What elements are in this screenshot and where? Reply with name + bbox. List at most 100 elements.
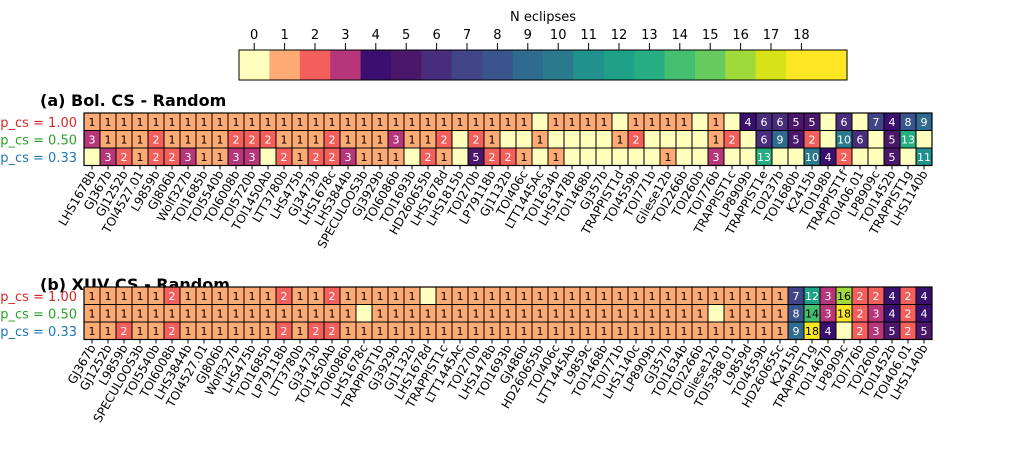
cell-value-label: 1 [329, 307, 336, 320]
cell-value-label: 2 [473, 133, 480, 146]
cell-value-label: 2 [809, 133, 816, 146]
heatmap-cell [739, 130, 757, 149]
cell-value-label: 2 [729, 133, 736, 146]
cell-value-label: 1 [537, 290, 544, 303]
cell-value-label: 1 [745, 307, 752, 320]
heatmap-cell [675, 147, 693, 166]
colorbar-segment [299, 50, 331, 80]
cell-value-label: 1 [265, 307, 272, 320]
cell-value-label: 1 [409, 325, 416, 338]
heatmap-cell [419, 286, 437, 305]
cell-value-label: 1 [265, 290, 272, 303]
cell-value-label: 3 [249, 151, 256, 164]
cell-value-label: 1 [777, 290, 784, 303]
cell-value-label: 1 [473, 116, 480, 129]
cell-value-label: 1 [361, 133, 368, 146]
colorbar-tick-label: 17 [763, 28, 780, 43]
cell-value-label: 1 [89, 290, 96, 303]
cell-value-label: 1 [713, 116, 720, 129]
cell-value-label: 1 [601, 307, 608, 320]
cell-value-label: 2 [441, 133, 448, 146]
cell-value-label: 1 [729, 307, 736, 320]
heatmap-cell [515, 130, 533, 149]
cell-value-label: 1 [377, 133, 384, 146]
cell-value-label: 1 [425, 307, 432, 320]
cell-value-label: 1 [345, 133, 352, 146]
heatmap-cell [579, 147, 597, 166]
cell-value-label: 1 [441, 307, 448, 320]
cell-value-label: 11 [917, 151, 931, 164]
colorbar-tick-label: 12 [611, 28, 628, 43]
cell-value-label: 1 [713, 290, 720, 303]
cell-value-label: 1 [409, 116, 416, 129]
cell-value-label: 2 [153, 151, 160, 164]
cell-value-label: 1 [745, 290, 752, 303]
cell-value-label: 1 [665, 290, 672, 303]
cell-value-label: 3 [825, 290, 832, 303]
cell-value-label: 2 [873, 290, 880, 303]
heatmap-cell [707, 304, 725, 323]
cell-value-label: 1 [185, 116, 192, 129]
cell-value-label: 1 [761, 307, 768, 320]
cell-value-label: 3 [873, 307, 880, 320]
colorbar-segment [786, 50, 818, 80]
colorbar-frame [238, 49, 848, 81]
row-label: p_cs = 1.00 [0, 290, 77, 305]
heatmap-cell [867, 130, 885, 149]
cell-value-label: 4 [889, 290, 896, 303]
cell-value-label: 1 [281, 116, 288, 129]
cell-value-label: 1 [585, 116, 592, 129]
heatmap-cell [531, 112, 549, 131]
colorbar-segment [543, 50, 574, 80]
heatmap-cell [643, 147, 661, 166]
colorbar-tick-label: 15 [702, 28, 719, 43]
cell-value-label: 10 [837, 133, 851, 146]
cell-value-label: 1 [585, 290, 592, 303]
colorbar-tick-label: 18 [793, 28, 810, 43]
cell-value-label: 2 [329, 290, 336, 303]
cell-value-label: 1 [185, 307, 192, 320]
cell-value-label: 1 [185, 325, 192, 338]
colorbar-tick-label: 6 [432, 28, 440, 43]
cell-value-label: 18 [837, 307, 851, 320]
cell-value-label: 7 [873, 116, 880, 129]
cell-value-label: 1 [297, 133, 304, 146]
cell-value-label: 1 [585, 307, 592, 320]
heatmap-cell [547, 130, 565, 149]
cell-value-label: 3 [713, 151, 720, 164]
panel-bol-cs: (a) Bol. CS - Random p_cs = 1.00 p_cs = 0.… [0, 91, 933, 251]
cell-value-label: 1 [553, 290, 560, 303]
cell-value-label: 1 [377, 307, 384, 320]
cell-value-label: 1 [249, 116, 256, 129]
cell-value-label: 3 [105, 151, 112, 164]
cell-value-label: 1 [217, 133, 224, 146]
cell-value-label: 2 [281, 151, 288, 164]
cell-value-label: 1 [377, 151, 384, 164]
cell-value-label: 2 [857, 325, 864, 338]
cell-value-label: 1 [441, 290, 448, 303]
colorbar-tick-label: 5 [402, 28, 410, 43]
cell-value-label: 1 [489, 133, 496, 146]
cell-value-label: 1 [425, 133, 432, 146]
colorbar-tick-label: 3 [341, 28, 349, 43]
colorbar-segment [360, 50, 392, 80]
cell-value-label: 1 [521, 307, 528, 320]
cell-value-label: 1 [601, 290, 608, 303]
cell-value-label: 1 [649, 116, 656, 129]
cell-value-label: 1 [473, 290, 480, 303]
cell-value-label: 13 [757, 151, 771, 164]
cell-value-label: 1 [649, 307, 656, 320]
cell-value-label: 1 [393, 290, 400, 303]
cell-value-label: 1 [777, 307, 784, 320]
row-label: p_cs = 0.33 [0, 325, 77, 340]
heatmap-cell [915, 130, 933, 149]
cell-value-label: 1 [201, 133, 208, 146]
cell-value-label: 3 [825, 307, 832, 320]
cell-value-label: 1 [665, 325, 672, 338]
cell-value-label: 1 [361, 116, 368, 129]
heatmap-cell [691, 112, 709, 131]
colorbar-tick-label: 14 [672, 28, 689, 43]
cell-value-label: 1 [473, 307, 480, 320]
cell-value-label: 1 [345, 116, 352, 129]
